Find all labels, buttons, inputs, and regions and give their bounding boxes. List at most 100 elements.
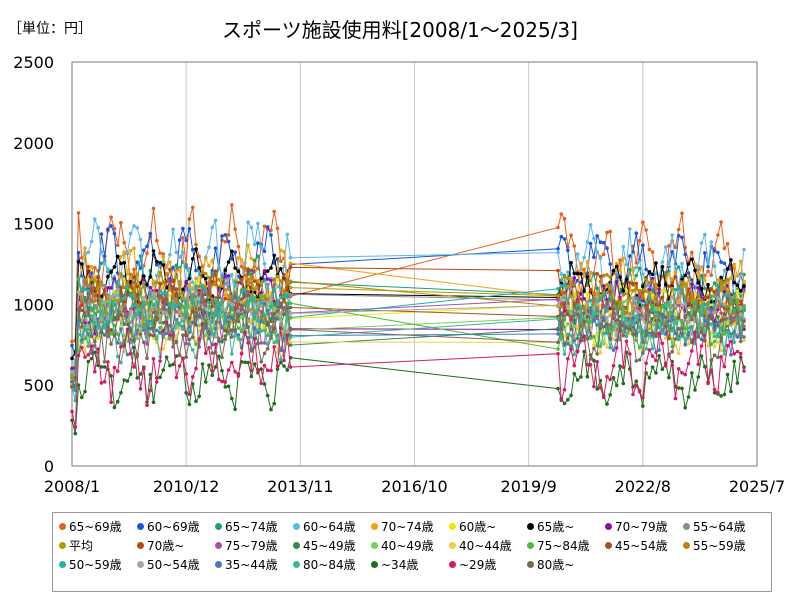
data-point [256,254,260,259]
data-point [592,236,596,241]
data-point [207,300,211,305]
legend-marker [137,542,144,549]
data-point [288,335,293,340]
data-point [722,286,727,290]
data-point [272,312,277,316]
data-point [246,325,250,330]
data-point [83,323,87,328]
data-point [738,273,743,278]
data-point [194,342,198,346]
data-point [200,317,205,321]
data-point [106,297,110,301]
data-point [223,268,228,273]
data-point [236,309,241,313]
data-point [569,393,573,398]
data-point [673,303,678,308]
data-point [259,299,264,304]
data-point [142,340,146,345]
data-point [585,291,590,296]
data-point [259,319,264,324]
data-point [703,278,707,282]
data-point [608,295,612,299]
data-point [716,332,720,336]
data-point [624,326,629,330]
data-point [158,375,162,380]
data-point [164,331,169,336]
data-point [562,283,567,287]
data-point [217,314,221,319]
data-point [70,366,74,371]
data-point [722,317,727,321]
data-point [112,265,117,269]
data-point [660,260,665,264]
legend-marker [449,561,456,568]
data-point [719,220,723,224]
legend-label: 75~84歳 [537,539,590,553]
data-point [252,258,257,263]
data-point [582,306,586,311]
data-point [556,317,560,321]
data-point [83,336,87,341]
data-point [556,340,560,345]
data-point [217,336,221,341]
data-point [200,283,205,288]
legend-marker [449,523,456,530]
data-point [712,289,717,294]
data-point [654,287,658,291]
data-point [712,387,717,392]
data-point [582,255,586,260]
data-point [181,250,185,254]
data-point [119,390,123,395]
data-point [148,321,153,325]
data-point [725,241,730,246]
data-point [272,278,277,282]
data-point [572,318,577,322]
data-point [605,308,609,313]
data-point [93,339,97,344]
data-point [595,332,599,337]
data-point [288,301,293,306]
data-point [203,333,208,338]
data-point [611,290,616,294]
data-point [279,311,283,315]
data-point [86,264,91,269]
data-point [86,324,91,329]
data-point [265,393,270,398]
data-point [83,278,87,282]
data-point [269,305,273,309]
data-point [663,270,668,275]
data-point [592,334,596,339]
data-point [171,278,175,283]
data-point [663,245,668,249]
data-point [634,296,639,301]
data-point [233,330,237,334]
data-point [703,302,707,307]
data-point [582,297,586,301]
data-point [644,300,648,305]
data-point [70,356,74,361]
data-point [585,362,590,367]
data-point [598,240,603,244]
data-point [719,279,723,283]
data-point [725,293,730,298]
data-point [712,264,717,269]
data-point [99,280,104,284]
data-point [670,233,674,237]
data-point [608,313,612,318]
data-point [595,387,599,391]
data-point [161,280,166,285]
data-point [572,324,577,329]
data-point [660,295,665,300]
data-point [725,290,730,294]
data-point [637,238,642,243]
data-point [226,233,231,237]
data-point [556,347,560,351]
data-point [246,243,250,247]
data-point [252,336,257,341]
data-point [269,368,273,373]
data-point [582,319,586,324]
data-point [119,261,123,266]
data-point [86,308,91,313]
data-point [686,333,691,337]
data-point [582,274,586,278]
